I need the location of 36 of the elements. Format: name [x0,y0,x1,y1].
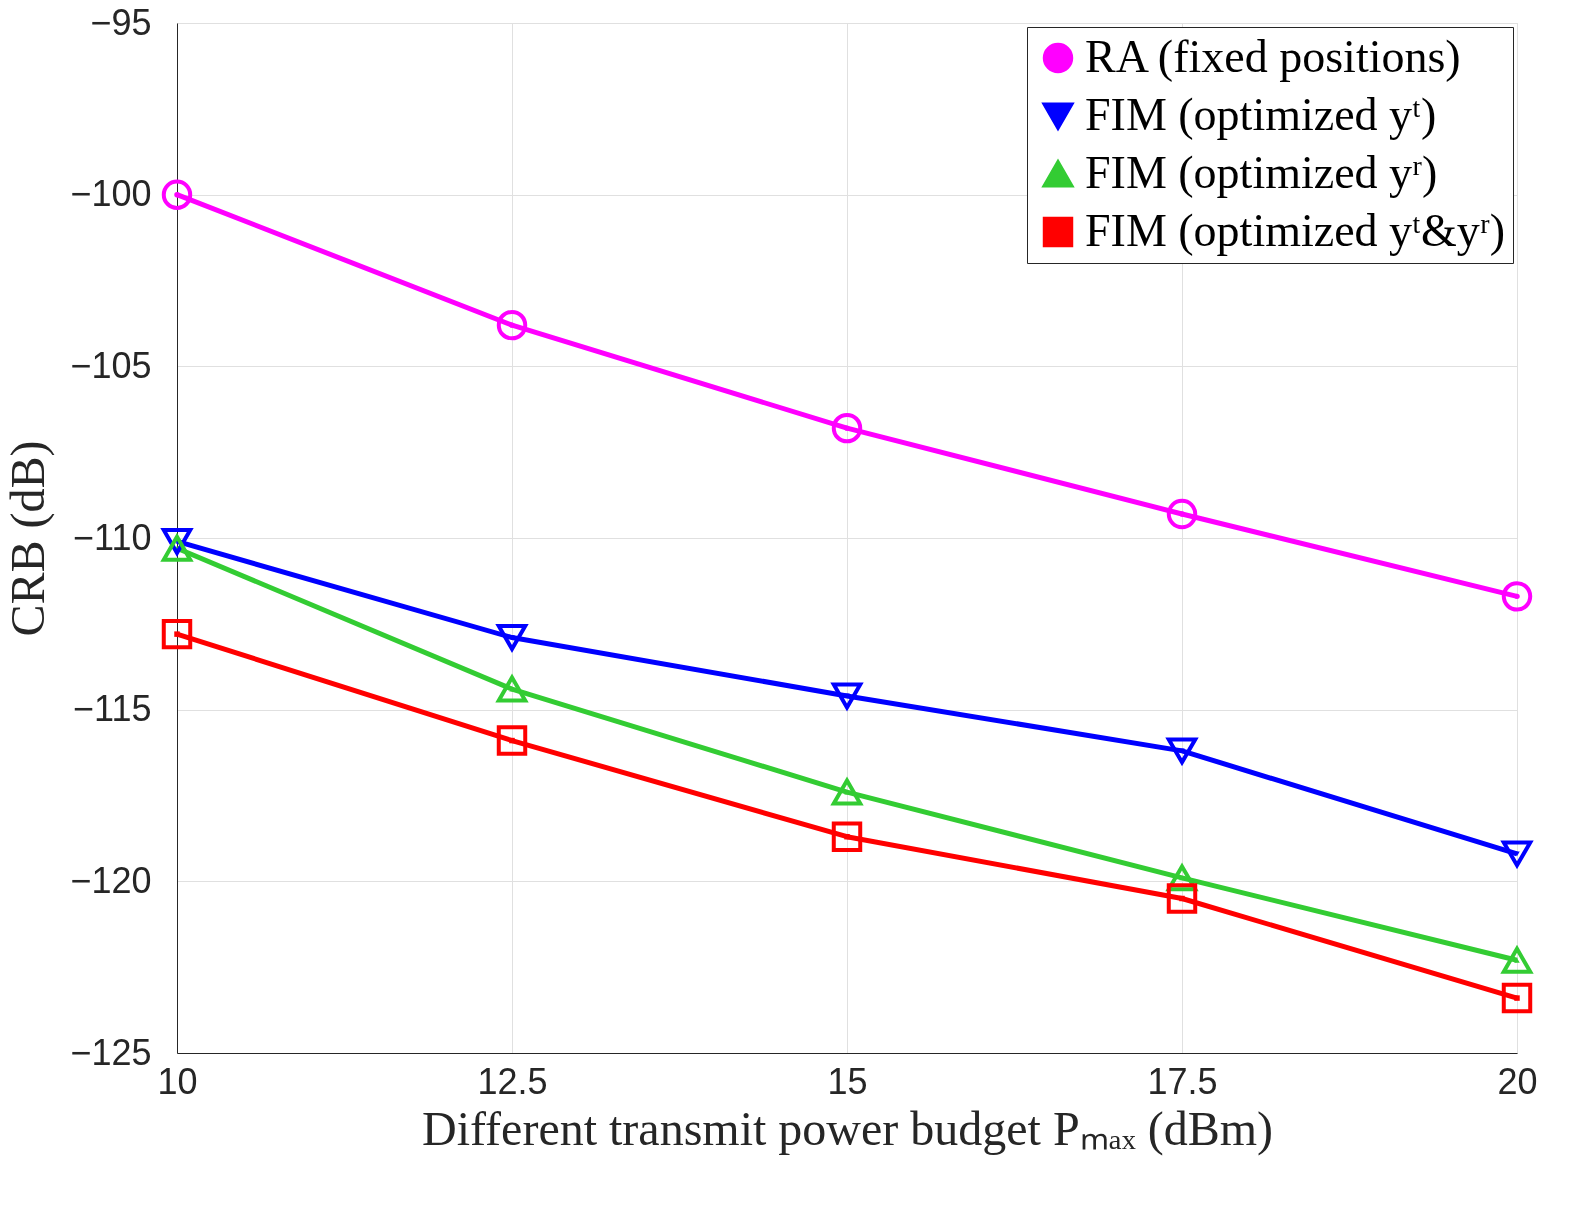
point [1501,946,1533,974]
legend-label: FIM (optimized yᵗ&yʳ) [1085,205,1505,256]
x-tick-label: 12.5 [477,1060,548,1102]
y-tick-label: −115 [73,688,152,730]
point [161,179,193,210]
y-tick-label: −125 [70,1031,152,1073]
x-tick-label: 17.5 [1147,1060,1218,1102]
point [161,618,193,650]
point [1501,840,1533,868]
y-axis-title: CRB (dB) [1,440,56,637]
point [1166,737,1198,765]
point [1501,581,1533,612]
point [161,534,193,562]
y-tick-label: −105 [70,344,152,386]
point [830,682,864,712]
point [1166,498,1198,530]
point [496,725,528,756]
point [830,776,864,806]
y-tick-label: −120 [70,859,152,901]
y-tick-label: −110 [73,516,152,558]
x-tick-label: 20 [1497,1060,1538,1102]
point [1166,883,1198,914]
x-tick-label: 10 [157,1060,198,1102]
legend-label: FIM (optimized yʳ) [1085,147,1438,198]
y-tick-label: −100 [70,173,152,215]
x-axis-title: Different transmit power budget Pₘₐₓ (dBm) [422,1101,1273,1156]
x-tick-label: 15 [827,1060,868,1102]
y-tick-label: −95 [90,1,152,43]
point [496,624,528,652]
point [1501,982,1533,1014]
point [496,309,528,341]
legend-label: FIM (optimized yᵗ) [1085,89,1437,140]
point [495,673,529,703]
point [831,821,863,852]
legend-label: RA (fixed positions) [1085,31,1461,82]
point [831,412,863,444]
